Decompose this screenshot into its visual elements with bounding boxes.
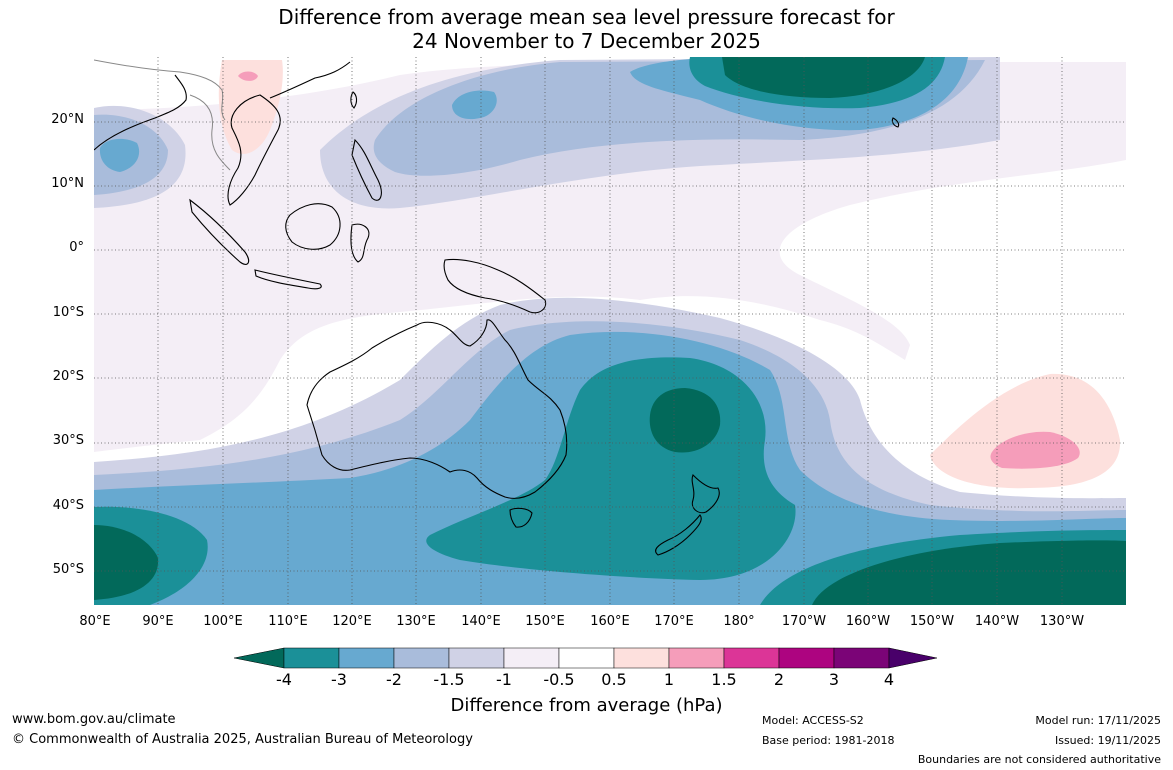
border-line bbox=[94, 59, 226, 121]
philippines-coast bbox=[351, 138, 382, 201]
lat-label-50s: 50°S bbox=[52, 562, 84, 577]
colorbar-swatch bbox=[338, 647, 395, 669]
colorbar-tick-label: 1 bbox=[663, 670, 675, 689]
colorbar-extend-high bbox=[888, 647, 938, 669]
map-title-line-1: Difference from average mean sea level p… bbox=[278, 5, 895, 29]
java-coast bbox=[254, 269, 322, 290]
graticule bbox=[94, 57, 1126, 605]
lon-label: 140°W bbox=[974, 614, 1020, 629]
colorbar-tick-label: 1.5 bbox=[711, 670, 737, 689]
footer-model: Model: ACCESS-S2 bbox=[762, 714, 864, 727]
lat-label-40s: 40°S bbox=[52, 498, 84, 513]
colorbar-tick-label: -4 bbox=[276, 670, 292, 689]
lon-label: 160°W bbox=[845, 614, 891, 629]
australia-coast bbox=[306, 319, 568, 499]
footer-issued: Issued: 19/11/2025 bbox=[1054, 734, 1161, 747]
colorbar-swatch bbox=[723, 647, 780, 669]
lon-label: 170°W bbox=[781, 614, 827, 629]
colorbar-tick-label: 4 bbox=[883, 670, 895, 689]
hawaii-islands bbox=[891, 117, 900, 128]
indochina-coast bbox=[227, 94, 281, 206]
footer-disclaimer: Boundaries are not considered authoritat… bbox=[917, 753, 1161, 766]
borneo-coast bbox=[285, 203, 341, 250]
lon-label: 90°E bbox=[142, 614, 174, 629]
colorbar-swatch bbox=[833, 647, 890, 669]
colorbar-swatch bbox=[778, 647, 835, 669]
contour-band-neg-2-north-small bbox=[452, 90, 497, 120]
lon-label: 170°E bbox=[654, 614, 694, 629]
country-borders bbox=[94, 59, 231, 171]
new-zealand-north bbox=[691, 474, 720, 514]
contour-band-pos-1-asia bbox=[238, 71, 258, 81]
lon-label: 120°E bbox=[332, 614, 372, 629]
contour-band-neg-4-southwest bbox=[94, 525, 159, 600]
colorbar bbox=[233, 647, 938, 669]
footer-model-run: Model run: 17/11/2025 bbox=[1035, 714, 1161, 727]
footer-base-period: Base period: 1981-2018 bbox=[762, 734, 895, 747]
contour-band-pos-0.5-asia bbox=[218, 60, 283, 154]
lat-label-10n: 10°N bbox=[51, 176, 84, 191]
colorbar-swatch bbox=[283, 647, 340, 669]
map-title-line-2: 24 November to 7 December 2025 bbox=[412, 29, 761, 53]
taiwan-coast bbox=[350, 91, 358, 109]
contour-band-neg-4-tasman bbox=[649, 388, 721, 453]
colorbar-tick-label: -3 bbox=[331, 670, 347, 689]
china-coast bbox=[269, 61, 351, 99]
colorbar-tick-label: 3 bbox=[828, 670, 840, 689]
colorbar-tick-label: 2 bbox=[773, 670, 785, 689]
lat-label-20s: 20°S bbox=[52, 369, 84, 384]
lon-label: 160°E bbox=[590, 614, 630, 629]
colorbar-tick-label: -0.5 bbox=[543, 670, 575, 689]
footer-copyright: © Commonwealth of Australia 2025, Austra… bbox=[12, 732, 473, 747]
contour-band-neg-2-west bbox=[99, 138, 140, 172]
colorbar-tick-label: -2 bbox=[386, 670, 402, 689]
colorbar-extend-low bbox=[233, 647, 285, 669]
colorbar-tick-label: 0.5 bbox=[601, 670, 627, 689]
contour-band-pos-1-pacific bbox=[990, 431, 1080, 469]
colorbar-swatch bbox=[503, 647, 560, 669]
lon-label: 110°E bbox=[268, 614, 308, 629]
colorbar-swatch bbox=[613, 647, 670, 669]
coastlines bbox=[94, 61, 900, 556]
footer-url[interactable]: www.bom.gov.au/climate bbox=[12, 712, 176, 727]
border-line bbox=[189, 94, 231, 171]
lon-label: 80°E bbox=[79, 614, 111, 629]
sumatra-coast bbox=[189, 198, 250, 265]
lat-label-0: 0° bbox=[69, 240, 84, 255]
colorbar-swatch bbox=[668, 647, 725, 669]
lon-label: 130°W bbox=[1039, 614, 1085, 629]
lon-label: 140°E bbox=[461, 614, 501, 629]
lon-label: 150°E bbox=[525, 614, 565, 629]
lon-label: 100°E bbox=[203, 614, 243, 629]
lat-label-30s: 30°S bbox=[52, 433, 84, 448]
contour-band-neg-4-southeast bbox=[812, 540, 1126, 605]
tasmania-coast bbox=[509, 507, 533, 528]
lon-label: 180° bbox=[723, 614, 755, 629]
new-zealand-south bbox=[655, 514, 702, 556]
lon-label: 150°W bbox=[909, 614, 955, 629]
colorbar-title: Difference from average (hPa) bbox=[450, 695, 723, 716]
lon-label: 130°E bbox=[396, 614, 436, 629]
colorbar-tick-label: -1 bbox=[496, 670, 512, 689]
contour-band-neg-4-north bbox=[722, 57, 925, 98]
sulawesi-coast bbox=[350, 223, 370, 263]
lat-label-10s: 10°S bbox=[52, 305, 84, 320]
colorbar-swatch bbox=[393, 647, 450, 669]
colorbar-swatch bbox=[558, 647, 615, 669]
south-asia-coast bbox=[94, 74, 187, 151]
colorbar-tick-label: -1.5 bbox=[433, 670, 465, 689]
lat-label-20n: 20°N bbox=[51, 112, 84, 127]
new-guinea-coast bbox=[443, 258, 547, 314]
colorbar-swatch bbox=[448, 647, 505, 669]
